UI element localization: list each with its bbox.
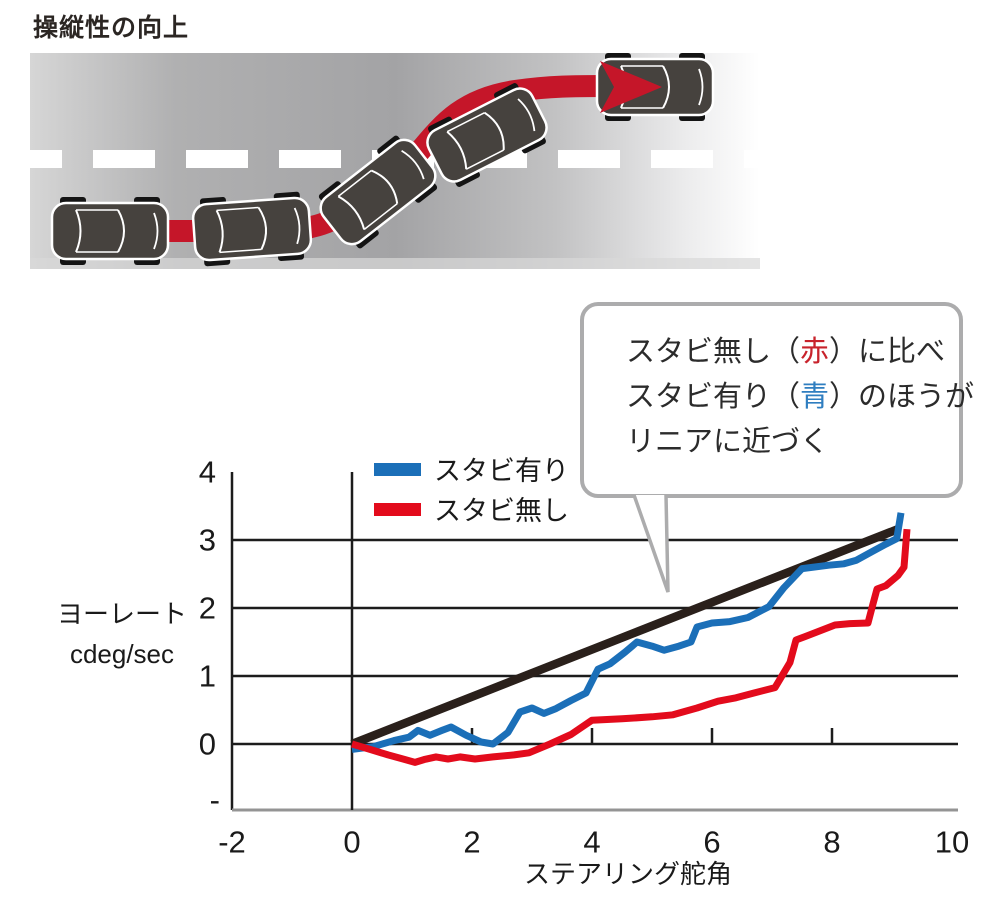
callout-bubble: スタビ無し（赤）に比べ スタビ有り（青）のほうが リニアに近づく — [580, 302, 975, 498]
x-axis-title: ステアリング舵角 — [524, 859, 732, 889]
callout-line-3: リニアに近づく — [626, 426, 830, 458]
lane-change-arrow-path — [105, 75, 609, 242]
blue-word: 青 — [800, 381, 830, 413]
x-tick-label-2: 2 — [463, 824, 480, 859]
legend-swatch-with-stabilizer — [374, 463, 421, 476]
legend-label-with-stabilizer: スタビ有り — [434, 456, 569, 486]
chart-legend: スタビ有り スタビ無し — [374, 456, 569, 526]
x-tick-label-8: 8 — [823, 824, 840, 859]
x-tick-label-0: 0 — [343, 824, 360, 859]
y-tick-label-4: 4 — [199, 455, 216, 490]
road-edge-strip — [30, 258, 760, 269]
car-top-view-icon — [50, 195, 170, 267]
legend-swatch-without-stabilizer — [374, 503, 421, 516]
x-axis-tick-marks — [470, 728, 834, 744]
chart-series-lines — [350, 512, 911, 766]
car-top-view-icon — [190, 189, 314, 269]
callout-tail — [632, 494, 670, 593]
x-tick-label--2: -2 — [218, 824, 246, 859]
red-word: 赤 — [800, 336, 830, 368]
page-title: 操縦性の向上 — [33, 14, 190, 42]
y-tick-label-1: 1 — [199, 659, 216, 694]
series-line-スタビ無し — [350, 528, 911, 766]
y-tick-label-3: 3 — [199, 523, 216, 558]
y-axis-title-line2: cdeg/sec — [70, 639, 174, 669]
legend-label-without-stabilizer: スタビ無し — [434, 496, 569, 526]
series-line-スタビ有り — [351, 512, 905, 753]
callout-line-2: スタビ有り（青）のほうが — [626, 381, 975, 413]
y-tick-label-minus: - — [210, 783, 220, 818]
x-tick-label-10: 10 — [935, 824, 969, 859]
y-axis-title-line1: ヨーレート — [57, 599, 187, 629]
chart-gridlines — [232, 538, 958, 746]
y-tick-label-0: 0 — [199, 727, 216, 762]
callout-line-1: スタビ無し（赤）に比べ — [626, 336, 946, 368]
road-illustration — [30, 53, 760, 269]
x-tick-label-6: 6 — [703, 824, 720, 859]
y-tick-label-2: 2 — [199, 591, 216, 626]
lane-change-arrow-head-icon — [600, 61, 662, 113]
x-tick-label-4: 4 — [583, 824, 600, 859]
